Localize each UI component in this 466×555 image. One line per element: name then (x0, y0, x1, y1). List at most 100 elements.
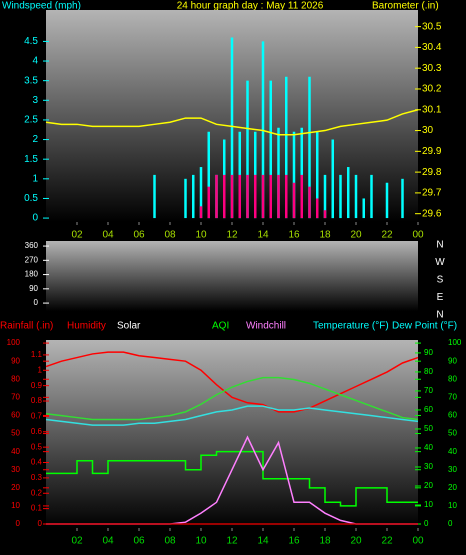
compass-label: N (436, 310, 443, 321)
y-tick-label: 0.5 (31, 442, 43, 451)
series-line (45, 351, 419, 413)
series-line (45, 109, 419, 136)
y-tick-label: 30 (424, 462, 433, 471)
y-tick-label: 3.5 (24, 75, 38, 86)
x-tick-label: 02 (71, 536, 83, 547)
y-tick-label: 20 (448, 483, 457, 492)
y-tick-label: 30 (11, 465, 20, 474)
compass-label: N (436, 240, 443, 251)
y-tick-label: 0.4 (31, 458, 43, 467)
x-tick-label: 04 (102, 536, 114, 547)
y-tick-label: 50 (448, 429, 457, 438)
y-tick-label: 1.5 (24, 154, 38, 165)
y-tick-label: 80 (424, 367, 433, 376)
legend-label: Solar (117, 321, 141, 332)
y-tick-label: 60 (448, 411, 457, 420)
x-tick-label: 00 (412, 230, 424, 241)
compass-label: W (435, 257, 445, 268)
legend-label: Windchill (246, 321, 286, 332)
y-tick-label: 0.1 (31, 504, 43, 513)
y-tick-label: 0.2 (31, 488, 43, 497)
x-tick-label: 00 (412, 536, 424, 547)
y-tick-label: 1.1 (31, 350, 43, 359)
y-tick-label: 90 (448, 356, 457, 365)
y-tick-label: 30.1 (422, 104, 442, 115)
y-tick-label: 40 (424, 443, 433, 452)
y-tick-label: 4 (32, 56, 38, 67)
y-tick-label: 50 (424, 424, 433, 433)
y-tick-label: 1 (32, 173, 38, 184)
y-tick-label: 29.7 (422, 188, 442, 199)
y-tick-label: 10 (11, 501, 20, 510)
y-tick-label: 2 (32, 134, 38, 145)
y-tick-label: 29.6 (422, 208, 442, 219)
y-tick-label: 0 (32, 213, 38, 224)
x-tick-label: 14 (257, 536, 269, 547)
y-tick-label: 2.5 (24, 115, 38, 126)
plot-area (46, 340, 418, 528)
step-line (46, 450, 418, 507)
y-tick-label: 29.9 (422, 146, 442, 157)
y-tick-label: 270 (25, 255, 39, 264)
legend-label: Temperature (°F) (313, 321, 389, 332)
y-tick-label: 80 (11, 374, 20, 383)
y-tick-label: 180 (25, 270, 39, 279)
y-tick-label: 30 (448, 465, 457, 474)
y-tick-label: 0 (424, 519, 429, 528)
series-line (45, 405, 419, 426)
x-tick-label: 02 (71, 230, 83, 241)
y-tick-label: 0 (16, 519, 21, 528)
x-tick-label: 12 (226, 536, 238, 547)
y-tick-label: 0 (34, 298, 39, 307)
y-tick-label: 10 (424, 500, 433, 509)
legend-label: Rainfall (.in) (0, 321, 53, 332)
y-tick-label: 0.3 (31, 473, 43, 482)
y-tick-label: 30.5 (422, 21, 442, 32)
chart-title: 24 hour graph day : May 11 2026 (177, 1, 324, 12)
y-tick-label: 40 (448, 447, 457, 456)
y-tick-label: 30 (422, 125, 434, 136)
legend-label: Dew Point (°F) (392, 321, 457, 332)
y-tick-label: 0.6 (31, 427, 43, 436)
legend-label: Humidity (67, 321, 106, 332)
x-tick-label: 10 (195, 536, 207, 547)
y-tick-label: 30.4 (422, 42, 442, 53)
y-tick-label: 90 (29, 284, 38, 293)
plot-area (46, 241, 418, 311)
y-tick-label: 80 (448, 374, 457, 383)
x-tick-label: 22 (381, 230, 393, 241)
y-tick-label: 29.8 (422, 167, 442, 178)
y-tick-label: 30.3 (422, 63, 442, 74)
y-tick-label: 70 (448, 392, 457, 401)
y2-axis-label: Barometer (.in) (372, 1, 439, 12)
x-tick-label: 10 (195, 230, 207, 241)
y-tick-label: 1 (38, 365, 43, 374)
x-tick-label: 14 (257, 230, 269, 241)
x-tick-label: 22 (381, 536, 393, 547)
x-tick-label: 20 (350, 230, 362, 241)
compass-label: E (437, 292, 444, 303)
y-tick-label: 3 (32, 95, 38, 106)
y-tick-label: 60 (11, 411, 20, 420)
x-tick-label: 20 (350, 536, 362, 547)
y-tick-label: 0 (38, 519, 43, 528)
x-tick-label: 16 (288, 536, 300, 547)
x-tick-label: 08 (164, 536, 176, 547)
legend-label: AQI (212, 321, 229, 332)
x-tick-label: 06 (133, 230, 145, 241)
x-tick-label: 12 (226, 230, 238, 241)
y-tick-label: 4.5 (24, 36, 38, 47)
y-tick-label: 100 (7, 338, 21, 347)
y-tick-label: 90 (11, 356, 20, 365)
y-tick-label: 20 (424, 481, 433, 490)
y-tick-label: 0.7 (31, 412, 43, 421)
y-tick-label: 20 (11, 483, 20, 492)
compass-label: S (437, 275, 444, 286)
y-tick-label: 0.5 (24, 193, 38, 204)
x-tick-label: 06 (133, 536, 145, 547)
y-tick-label: 50 (11, 429, 20, 438)
y-tick-label: 90 (424, 348, 433, 357)
x-tick-label: 18 (319, 230, 331, 241)
